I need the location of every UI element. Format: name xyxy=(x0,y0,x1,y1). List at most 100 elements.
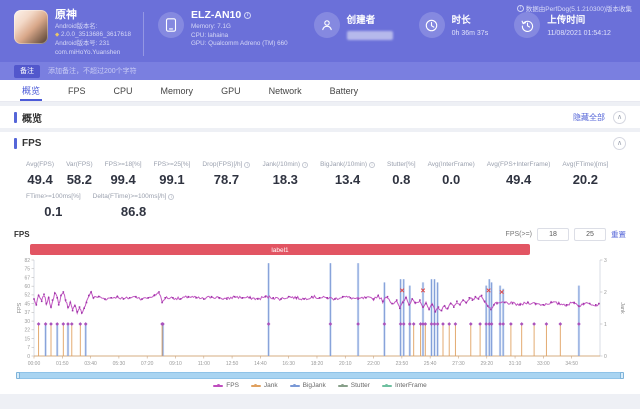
legend-swatch xyxy=(250,383,261,387)
stat-FPS>=18[%]: FPS>=18[%] 99.4 xyxy=(104,161,142,187)
fps-threshold-low-input[interactable] xyxy=(537,227,569,241)
diamond-icon: ◆ xyxy=(55,32,60,39)
chart-title: FPS xyxy=(14,229,30,239)
chart-data-zoom-scrollbar[interactable] xyxy=(16,372,624,379)
stat-Avg(InterFrame): Avg(InterFrame) 0.0 xyxy=(427,161,475,187)
info-icon[interactable]: i xyxy=(369,161,376,168)
creator-name-redacted xyxy=(346,31,393,40)
svg-text:23:50: 23:50 xyxy=(396,361,409,367)
collapse-fps-button[interactable]: ∧ xyxy=(613,136,626,150)
legend-item-FPS[interactable]: FPS xyxy=(213,382,239,389)
stat-Drop(FPS)[/h]: Drop(FPS)[/h] i 78.7 xyxy=(196,158,256,190)
svg-text:03:40: 03:40 xyxy=(84,361,97,367)
svg-text:20:10: 20:10 xyxy=(339,361,352,367)
header-divider xyxy=(143,12,145,56)
app-version-name: 2.0.0_3513686_3617618 xyxy=(60,31,132,39)
svg-text:27:30: 27:30 xyxy=(452,361,465,367)
stat-Avg(FPS): Avg(FPS) 49.4 xyxy=(26,161,55,187)
info-icon[interactable]: i xyxy=(244,161,251,168)
svg-text:75: 75 xyxy=(24,267,30,273)
svg-text:15: 15 xyxy=(24,336,30,342)
tab-Network[interactable]: Network xyxy=(268,85,302,96)
legend-swatch xyxy=(337,383,348,387)
duration-block: 时长 0h 36m 37s xyxy=(418,8,489,38)
fps-threshold-label: FPS(>=) xyxy=(505,230,532,238)
svg-text:2: 2 xyxy=(604,290,607,296)
fps-threshold-high-input[interactable] xyxy=(574,227,606,241)
upload-time-icon xyxy=(514,12,541,38)
app-icon xyxy=(14,10,48,44)
reset-button[interactable]: 重置 xyxy=(611,229,626,239)
hide-all-link[interactable]: 隐藏全部 xyxy=(573,112,605,122)
note-badge: 备注 xyxy=(14,64,40,78)
svg-text:29:20: 29:20 xyxy=(481,361,494,367)
upload-time-label: 上传时间 xyxy=(547,15,586,26)
svg-text:1: 1 xyxy=(604,322,607,328)
tab-CPU[interactable]: CPU xyxy=(113,85,133,96)
tab-GPU[interactable]: GPU xyxy=(221,85,241,96)
legend-swatch xyxy=(381,383,392,387)
app-package: com.miHoYo.Yuanshen xyxy=(55,49,121,57)
svg-text:30: 30 xyxy=(24,319,30,325)
duration-label: 时长 xyxy=(451,15,471,26)
collapse-overview-button[interactable]: ∧ xyxy=(613,110,626,124)
legend-item-InterFrame[interactable]: InterFrame xyxy=(381,382,427,389)
tab-Memory[interactable]: Memory xyxy=(160,85,194,96)
svg-text:31:10: 31:10 xyxy=(509,361,522,367)
svg-text:34:50: 34:50 xyxy=(565,361,578,367)
clock-icon xyxy=(418,12,445,38)
fps-section-title: FPS xyxy=(22,137,42,149)
scrollbar-left-handle[interactable] xyxy=(16,372,20,379)
app-version-code: Android版本号: 231 xyxy=(55,39,110,47)
info-icon[interactable]: i xyxy=(302,161,309,168)
svg-text:FPS: FPS xyxy=(17,302,23,313)
svg-text:09:10: 09:10 xyxy=(169,361,182,367)
stat-FTime>=100ms[%]: FTime>=100ms[%] 0.1 xyxy=(26,193,81,219)
user-icon xyxy=(313,12,340,38)
stat-Avg(FTime)[ms]: Avg(FTime)[ms] 20.2 xyxy=(562,161,609,187)
device-info-icon[interactable]: i xyxy=(244,11,252,19)
legend-swatch xyxy=(213,383,224,387)
legend-swatch xyxy=(289,383,300,387)
chart-legend: FPS Jank BigJank Stutter InterFrame xyxy=(14,379,626,392)
svg-text:67: 67 xyxy=(24,275,30,281)
stat-Jank(/10min): Jank(/10min) i 18.3 xyxy=(256,158,314,190)
fps-chart[interactable]: label1 0 7 15 22 30 37 45 52 60 67 75 82 0 1 2 3 FPS Jank 0… xyxy=(14,244,626,370)
tab-bar: 概览 FPS CPU Memory GPU Network Battery xyxy=(0,80,640,102)
svg-text:0: 0 xyxy=(27,354,30,360)
scrollbar-right-handle[interactable] xyxy=(620,372,624,379)
section-accent-bar xyxy=(14,111,17,123)
info-icon: i xyxy=(516,4,524,12)
device-model: ELZ-AN10 xyxy=(191,9,242,21)
stat-Delta(FTime)>=100ms[/h]: Delta(FTime)>=100ms[/h] i 86.8 xyxy=(87,190,181,222)
tab-概览[interactable]: 概览 xyxy=(8,80,54,101)
stat-FPS>=25[%]: FPS>=25[%] 99.1 xyxy=(153,161,191,187)
report-header: i 数据由PerfDog(5.1.210300)版本收集 原神 Android版… xyxy=(0,0,640,62)
legend-item-Jank[interactable]: Jank xyxy=(250,382,278,389)
legend-item-BigJank[interactable]: BigJank xyxy=(289,382,326,389)
fps-card: FPS ∧ Avg(FPS) 49.4 Var(FPS) 58.2 FPS>=18[%]… xyxy=(0,132,640,394)
svg-text:0: 0 xyxy=(604,354,607,360)
svg-text:22:00: 22:00 xyxy=(367,361,380,367)
svg-text:45: 45 xyxy=(24,301,30,307)
upload-time-value: 11/08/2021 01:54:12 xyxy=(547,30,611,37)
svg-text:60: 60 xyxy=(24,284,30,290)
legend-item-Stutter[interactable]: Stutter xyxy=(337,382,370,389)
svg-text:25:40: 25:40 xyxy=(424,361,437,367)
overview-title: 概览 xyxy=(22,113,42,125)
tab-Battery[interactable]: Battery xyxy=(329,85,359,96)
note-input[interactable]: 添加备注，不超过200个字符 xyxy=(48,68,137,75)
svg-text:12:50: 12:50 xyxy=(226,361,239,367)
info-icon[interactable]: i xyxy=(168,193,175,200)
svg-text:82: 82 xyxy=(24,258,30,264)
phone-icon xyxy=(158,12,185,38)
svg-text:05:30: 05:30 xyxy=(113,361,126,367)
version-note-text: 数据由PerfDog(5.1.210300)版本收集 xyxy=(525,6,632,13)
svg-text:33:00: 33:00 xyxy=(537,361,550,367)
collector-version-note: i 数据由PerfDog(5.1.210300)版本收集 xyxy=(516,3,632,13)
app-version-name-label: Android版本名: xyxy=(55,22,98,30)
duration-value: 0h 36m 37s xyxy=(451,30,489,37)
tab-FPS[interactable]: FPS xyxy=(68,85,86,96)
svg-text:Jank: Jank xyxy=(619,302,625,314)
app-name: 原神 xyxy=(55,9,77,21)
